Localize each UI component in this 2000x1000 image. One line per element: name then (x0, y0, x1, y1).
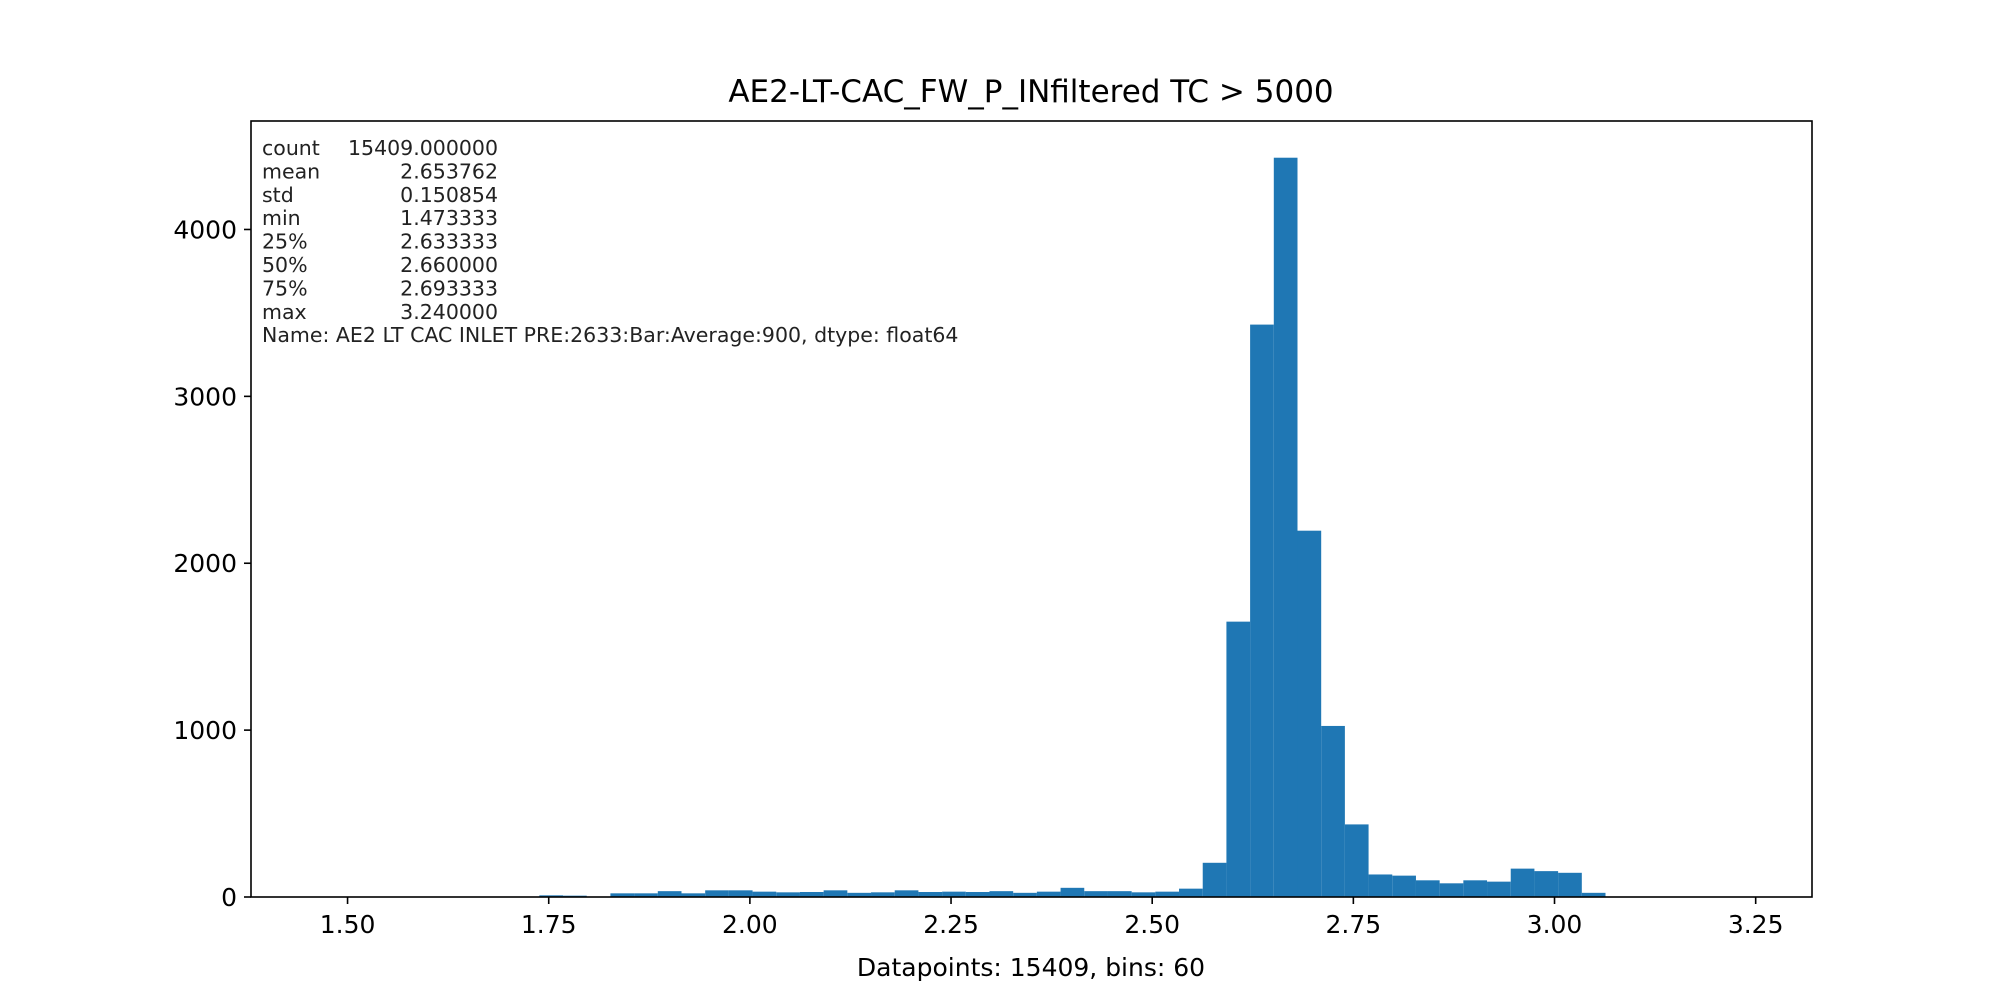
histogram-bar (705, 890, 729, 897)
histogram-bar (1558, 872, 1582, 897)
histogram-bar (634, 893, 658, 897)
stats-value: 3.240000 (400, 300, 498, 324)
stats-key: min (262, 206, 301, 230)
x-tick-label: 1.75 (521, 910, 577, 939)
histogram-bar (1439, 883, 1464, 897)
histogram-bar (894, 890, 919, 897)
histogram-bar (681, 893, 706, 897)
stats-value: 2.693333 (400, 276, 498, 300)
chart-title: AE2-LT-CAC_FW_P_INfiltered TC > 5000 (728, 74, 1333, 110)
stats-footer: Name: AE2 LT CAC INLET PRE:2633:Bar:Aver… (262, 323, 958, 347)
x-tick-label: 2.75 (1326, 910, 1382, 939)
histogram-bar (799, 891, 824, 897)
stats-key: std (262, 183, 294, 207)
histogram-bar (1084, 891, 1108, 897)
histogram-bar (1155, 891, 1180, 897)
stats-value: 2.660000 (400, 253, 498, 277)
histogram-bar (942, 891, 966, 897)
bars-group (326, 157, 1748, 898)
x-axis: 1.50 1.75 2.00 2.25 2.50 2.75 3.00 3.25 (320, 897, 1784, 939)
histogram-bar (1415, 880, 1440, 897)
histogram-bar (1107, 891, 1132, 897)
histogram-bar (989, 891, 1014, 897)
histogram-bar (776, 892, 800, 897)
histogram-bar (728, 890, 753, 897)
histogram-bar (1534, 871, 1559, 897)
histogram-bar (1297, 530, 1322, 897)
histogram-bar (657, 891, 682, 897)
stats-value: 15409.000000 (348, 136, 498, 160)
stats-value: 2.653762 (400, 159, 498, 183)
stats-key: max (262, 300, 307, 324)
x-tick-label: 2.50 (1124, 910, 1180, 939)
x-tick-label: 1.50 (320, 910, 376, 939)
histogram-bar (1510, 868, 1535, 897)
stats-key: count (262, 136, 320, 160)
stats-key: mean (262, 159, 320, 183)
histogram-bar (1036, 891, 1061, 897)
histogram-bar (1131, 892, 1156, 897)
stats-value: 2.633333 (400, 230, 498, 254)
histogram-bar (1581, 892, 1606, 897)
histogram-bar (1368, 874, 1393, 897)
histogram-bar (965, 891, 990, 897)
stats-value: 1.473333 (400, 206, 498, 230)
x-tick-label: 3.25 (1728, 910, 1784, 939)
histogram-bar (1321, 725, 1345, 897)
histogram-bar (1273, 157, 1298, 897)
histogram-bar (823, 890, 848, 897)
stats-annotation: count 15409.000000 mean 2.653762 std 0.150854… (262, 136, 958, 347)
y-tick-label: 1000 (173, 716, 237, 745)
histogram-bar (1202, 862, 1227, 897)
histogram-bar (1392, 875, 1416, 897)
histogram-bar (918, 891, 943, 897)
y-tick-label: 0 (221, 883, 237, 912)
histogram-bar (1344, 824, 1369, 897)
y-tick-label: 2000 (173, 549, 237, 578)
plot-frame (250, 120, 1813, 898)
histogram-bar (1250, 324, 1274, 897)
histogram-bar (1060, 887, 1085, 897)
stats-key: 50% (262, 253, 308, 277)
histogram-bar (539, 895, 564, 897)
y-axis: 0 1000 2000 3000 4000 (173, 215, 251, 912)
histogram-bar (871, 892, 895, 897)
histogram-bar (1463, 880, 1488, 897)
y-tick-label: 4000 (173, 215, 237, 244)
x-tick-label: 2.25 (923, 910, 979, 939)
x-tick-label: 3.00 (1527, 910, 1583, 939)
stats-key: 25% (262, 230, 308, 254)
histogram-bar (1487, 881, 1511, 897)
y-tick-label: 3000 (173, 382, 237, 411)
histogram-bar (752, 891, 777, 897)
histogram-bar (1226, 621, 1251, 897)
stats-key: 75% (262, 276, 308, 300)
histogram-bar (1013, 892, 1037, 897)
stats-value: 0.150854 (400, 183, 498, 207)
histogram-bar (1179, 888, 1203, 897)
histogram-bar (847, 892, 872, 897)
x-axis-label: Datapoints: 15409, bins: 60 (857, 953, 1205, 982)
x-tick-label: 2.00 (722, 910, 778, 939)
histogram-bar (610, 893, 635, 897)
